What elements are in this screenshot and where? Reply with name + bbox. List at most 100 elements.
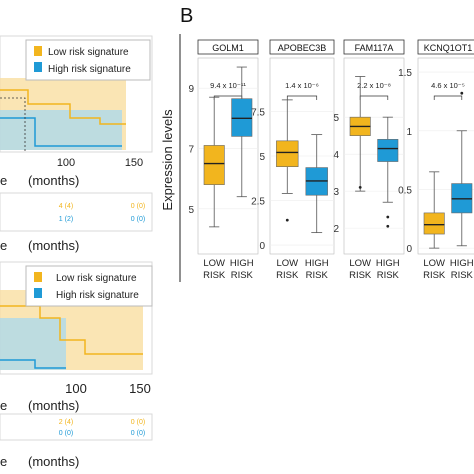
category-label-line1: HIGH (450, 258, 474, 269)
category-label-line1: HIGH (305, 258, 329, 269)
outlier-point (386, 224, 390, 228)
boxplot-title: KCNQ1OT1 (424, 43, 473, 53)
km-bottom-xtick-100: 100 (65, 381, 87, 396)
category-label-line1: LOW (203, 258, 225, 269)
outlier-point (460, 91, 464, 95)
risk-bottom-xlabel-fragment: e (0, 454, 7, 469)
category-label-line2: RISK (231, 270, 254, 281)
boxplot-title-box (197, 39, 259, 55)
risk-table-bottom: 2 (4) 0 (0) 0 (0) 0 (0) e (months) (0, 413, 153, 469)
category-label-line2: RISK (451, 270, 474, 281)
km-top-xlabel-fragment: e (0, 173, 7, 188)
category-label-line2: RISK (423, 270, 446, 281)
km-top-legend-high-label: High risk signature (48, 64, 131, 75)
km-bottom-legend-low-label: Low risk signature (56, 273, 137, 284)
category-label-line1: HIGH (376, 258, 400, 269)
risk-bottom-high-cell-1: 0 (0) (59, 430, 73, 437)
km-bottom-xlabel-unit: (months) (28, 398, 79, 413)
boxplot-ytick-label: 9 (188, 84, 194, 95)
risk-table-bottom-panel (0, 413, 153, 441)
pvalue-label: 1.4 x 10⁻⁶ (285, 81, 319, 90)
km-top-legend-high-swatch (34, 62, 42, 72)
km-top-high-curve (0, 117, 122, 147)
category-label-line2: RISK (203, 270, 226, 281)
boxplot-ytick-label: 2.5 (251, 197, 265, 208)
category-label-line2: RISK (377, 270, 400, 281)
boxplot-ytick-label: 2 (333, 224, 339, 235)
boxplot-title-box (269, 39, 335, 55)
box-iqr (377, 139, 399, 162)
km-bottom-legend-low-swatch (34, 272, 42, 282)
boxplot-ytick-label: 5 (333, 113, 339, 124)
pvalue-label: 2.2 x 10⁻⁸ (357, 81, 391, 90)
risk-bottom-low-cell-2: 0 (0) (131, 419, 145, 426)
outlier-point (285, 218, 289, 222)
boxplot-ytick-label: 0.5 (398, 185, 412, 196)
box-iqr (231, 98, 253, 137)
boxplot-ytick-label: 0 (259, 241, 265, 252)
risk-top-xlabel-fragment: e (0, 238, 7, 253)
risk-bottom-high-cell-2: 0 (0) (131, 430, 145, 437)
km-plot-top: Low risk signature High risk signature 1… (0, 35, 153, 188)
risk-bottom-low-cell-1: 2 (4) (59, 419, 73, 426)
boxplot-title: APOBEC3B (278, 43, 327, 53)
category-label-line1: LOW (423, 258, 445, 269)
boxplot-title-box (343, 39, 405, 55)
risk-top-high-cell-2: 0 (0) (131, 216, 145, 223)
boxplot-ytick-label: 3 (333, 187, 339, 198)
box-low-risk (203, 96, 225, 228)
outlier-point (386, 215, 390, 219)
category-label-line2: RISK (349, 270, 372, 281)
km-bottom-xlabel-fragment: e (0, 398, 7, 413)
boxplot-ytick-label: 5 (259, 152, 265, 163)
km-bottom-high-curve (0, 359, 66, 369)
risk-bottom-xlabel-unit: (months) (28, 454, 79, 469)
boxplot-ytick-label: 1.5 (398, 68, 412, 79)
box-iqr (203, 145, 225, 185)
box-high-risk (451, 91, 473, 247)
category-label-line1: LOW (276, 258, 298, 269)
boxplot-ytick-label: 5 (188, 205, 194, 216)
km-top-legend-low-swatch (34, 46, 42, 56)
risk-top-xlabel-unit: (months) (28, 238, 79, 253)
km-top-median-line (0, 97, 26, 152)
panel-b-ylabel: Expression levels (160, 109, 175, 211)
km-top-low-curve (0, 89, 126, 125)
risk-top-low-cell-1: 4 (4) (59, 203, 73, 210)
km-top-legend-low-label: Low risk signature (48, 47, 129, 58)
category-label-line1: LOW (349, 258, 371, 269)
boxplot-title: GOLM1 (212, 43, 244, 53)
km-bottom-low-curve (0, 305, 143, 355)
category-label-line2: RISK (306, 270, 329, 281)
risk-table-top: 4 (4) 0 (0) 1 (2) 0 (0) e (months) (0, 192, 153, 253)
panel-letter: B (180, 5, 193, 27)
boxplot-ytick-label: 0 (406, 244, 412, 255)
box-high-risk (377, 116, 399, 228)
box-iqr (423, 212, 445, 235)
box-low-risk (276, 99, 299, 222)
boxplot-ytick-label: 1 (406, 127, 412, 138)
box-low-risk (349, 76, 371, 192)
outlier-point (358, 186, 362, 189)
km-bottom-legend-high-label: High risk signature (56, 290, 139, 301)
category-label-line2: RISK (276, 270, 299, 281)
box-high-risk (305, 134, 328, 234)
boxplot-title-box (417, 39, 474, 55)
km-top-high-ci (0, 110, 122, 150)
km-top-xtick-100: 100 (57, 157, 75, 169)
pvalue-label: 9.4 x 10⁻¹¹ (210, 81, 246, 90)
km-bottom-legend-box (25, 265, 153, 307)
significance-bracket (433, 95, 463, 100)
risk-table-top-panel (0, 192, 153, 232)
boxplot-ytick-label: 7 (188, 144, 194, 155)
boxplot-ytick-label: 7.5 (251, 107, 265, 118)
km-top-xtick-150: 150 (125, 157, 143, 169)
risk-top-high-cell-1: 1 (2) (59, 216, 73, 223)
km-top-legend-box (25, 39, 151, 81)
km-bottom-xtick-150: 150 (129, 381, 151, 396)
